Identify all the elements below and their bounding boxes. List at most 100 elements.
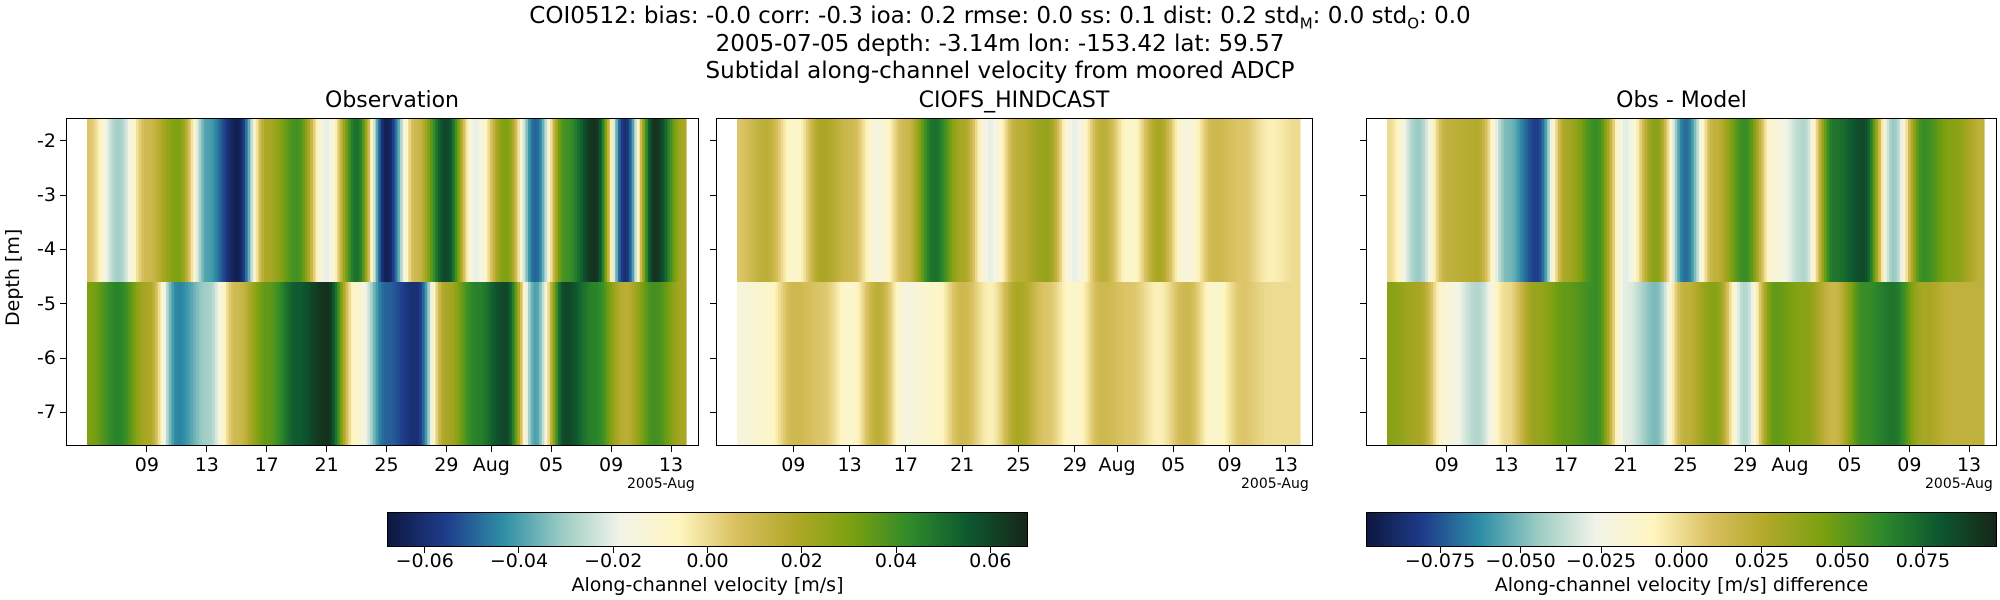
heatmap-cell-difference-lower-217 bbox=[1975, 282, 1980, 445]
heatmap-cell-difference-lower-105 bbox=[1671, 282, 1676, 445]
heatmap-cell-difference-upper-34 bbox=[1479, 119, 1483, 282]
heatmap-cell-observation-upper-28 bbox=[163, 119, 167, 282]
x-tick-label-difference: 13 bbox=[1956, 454, 1982, 476]
heatmap-cell-observation-upper-123 bbox=[421, 119, 426, 282]
heatmap-cell-observation-upper-58 bbox=[244, 119, 249, 282]
heatmap-cell-difference-upper-108 bbox=[1680, 119, 1684, 282]
heatmap-cell-model-lower-61 bbox=[893, 282, 897, 445]
heatmap-cell-difference-upper-7 bbox=[1406, 119, 1410, 282]
heatmap-cell-observation-lower-10 bbox=[114, 282, 118, 445]
heatmap-cell-model-lower-31 bbox=[816, 282, 820, 445]
heatmap-cell-model-upper-40 bbox=[839, 119, 843, 282]
heatmap-cell-difference-lower-44 bbox=[1506, 282, 1510, 445]
heatmap-cell-difference-lower-171 bbox=[1851, 282, 1855, 445]
heatmap-cell-difference-upper-41 bbox=[1498, 119, 1502, 282]
heatmap-cell-difference-lower-155 bbox=[1807, 282, 1811, 445]
y-tickmark-observation bbox=[60, 411, 66, 413]
heatmap-cell-difference-lower-192 bbox=[1908, 282, 1912, 445]
heatmap-cell-model-lower-135 bbox=[1082, 282, 1086, 445]
heatmap-cell-model-lower-34 bbox=[824, 282, 828, 445]
heatmap-cell-difference-upper-97 bbox=[1650, 119, 1654, 282]
heatmap-cell-observation-lower-185 bbox=[590, 282, 595, 445]
heatmap-cell-difference-lower-37 bbox=[1487, 282, 1491, 445]
heatmap-cell-model-upper-37 bbox=[831, 119, 835, 282]
heatmap-cell-observation-lower-173 bbox=[558, 282, 562, 445]
heatmap-cell-model-lower-5 bbox=[749, 282, 753, 445]
heatmap-cell-model-lower-114 bbox=[1028, 282, 1032, 445]
heatmap-cell-difference-lower-50 bbox=[1522, 282, 1526, 445]
heatmap-cell-difference-upper-129 bbox=[1737, 119, 1741, 282]
heatmap-cell-model-lower-52 bbox=[870, 282, 874, 445]
x-offset-label-difference: 2005-Aug bbox=[1925, 476, 1993, 492]
heatmap-cell-model-upper-162 bbox=[1151, 119, 1155, 282]
heatmap-cell-model-upper-103 bbox=[1000, 119, 1004, 282]
heatmap-cell-observation-lower-50 bbox=[223, 282, 227, 445]
stats-text: COI0512: bias: -0.0 corr: -0.3 ioa: 0.2 … bbox=[529, 3, 1300, 29]
heatmap-cell-difference-upper-79 bbox=[1601, 119, 1605, 282]
heatmap-cell-difference-lower-65 bbox=[1563, 282, 1567, 445]
heatmap-cell-observation-upper-188 bbox=[598, 119, 603, 282]
heatmap-cell-difference-lower-150 bbox=[1794, 282, 1798, 445]
heatmap-cell-model-upper-97 bbox=[985, 119, 989, 282]
heatmap-cell-observation-lower-155 bbox=[509, 282, 513, 445]
heatmap-cell-observation-upper-77 bbox=[296, 119, 300, 282]
heatmap-cell-model-lower-217 bbox=[1292, 282, 1296, 445]
heatmap-cell-difference-lower-124 bbox=[1723, 282, 1727, 445]
heatmap-cell-model-lower-83 bbox=[949, 282, 953, 445]
colorbar-tick-label: −0.02 bbox=[584, 550, 643, 572]
heatmap-cell-model-upper-62 bbox=[895, 119, 899, 282]
heatmap-cell-difference-upper-36 bbox=[1484, 119, 1488, 282]
heatmap-cell-model-lower-190 bbox=[1223, 282, 1227, 445]
heatmap-cell-model-upper-188 bbox=[1218, 119, 1222, 282]
heatmap-cell-difference-lower-78 bbox=[1598, 282, 1602, 445]
colorbar-tickmark bbox=[1922, 547, 1924, 553]
heatmap-cell-model-upper-164 bbox=[1156, 119, 1160, 282]
heatmap-cell-model-upper-87 bbox=[959, 119, 963, 282]
heatmap-cell-model-lower-76 bbox=[931, 282, 935, 445]
heatmap-cell-difference-lower-184 bbox=[1886, 282, 1890, 445]
heatmap-cell-difference-upper-17 bbox=[1433, 119, 1437, 282]
heatmap-cell-observation-upper-42 bbox=[201, 119, 205, 282]
heatmap-cell-observation-lower-58 bbox=[244, 282, 249, 445]
heatmap-cell-difference-lower-219 bbox=[1981, 282, 1985, 445]
heatmap-cell-difference-upper-40 bbox=[1495, 119, 1499, 282]
x-tickmark-model bbox=[849, 446, 851, 452]
heatmap-cell-difference-lower-147 bbox=[1785, 282, 1790, 445]
heatmap-cell-difference-upper-63 bbox=[1557, 119, 1562, 282]
heatmap-cell-difference-lower-218 bbox=[1978, 282, 1982, 445]
heatmap-cell-model-upper-140 bbox=[1095, 119, 1099, 282]
heatmap-cell-difference-lower-35 bbox=[1481, 282, 1486, 445]
heatmap-cell-observation-upper-187 bbox=[596, 119, 600, 282]
heatmap-cell-model-lower-144 bbox=[1105, 282, 1109, 445]
heatmap-cell-model-upper-172 bbox=[1177, 119, 1181, 282]
heatmap-cell-model-lower-4 bbox=[747, 282, 751, 445]
colorbar-tickmark bbox=[707, 547, 708, 553]
heatmap-cell-observation-lower-178 bbox=[571, 282, 575, 445]
heatmap-cell-difference-upper-1 bbox=[1389, 119, 1394, 282]
heatmap-cell-model-lower-55 bbox=[877, 282, 881, 445]
heatmap-cell-difference-lower-189 bbox=[1899, 282, 1904, 445]
heatmap-cell-observation-upper-151 bbox=[498, 119, 502, 282]
heatmap-cell-difference-lower-66 bbox=[1566, 282, 1570, 445]
heatmap-cell-model-upper-121 bbox=[1046, 119, 1050, 282]
heatmap-cell-model-upper-124 bbox=[1054, 119, 1058, 282]
heatmap-cell-difference-lower-39 bbox=[1492, 282, 1497, 445]
heatmap-cell-model-lower-90 bbox=[967, 282, 971, 445]
heatmap-cell-observation-lower-116 bbox=[402, 282, 407, 445]
heatmap-cell-difference-lower-89 bbox=[1628, 282, 1632, 445]
heatmap-cell-difference-lower-198 bbox=[1924, 282, 1928, 445]
heatmap-cell-observation-lower-29 bbox=[165, 282, 170, 445]
heatmap-cell-model-lower-71 bbox=[918, 282, 922, 445]
heatmap-cell-difference-upper-25 bbox=[1454, 119, 1459, 282]
heatmap-cell-model-upper-213 bbox=[1282, 119, 1286, 282]
heatmap-cell-model-lower-60 bbox=[890, 282, 894, 445]
heatmap-cell-observation-lower-74 bbox=[288, 282, 292, 445]
heatmap-cell-model-upper-159 bbox=[1143, 119, 1148, 282]
heatmap-cell-observation-upper-217 bbox=[677, 119, 682, 282]
heatmap-cell-difference-upper-206 bbox=[1946, 119, 1950, 282]
y-tickmark-model bbox=[710, 303, 716, 305]
heatmap-cell-difference-lower-114 bbox=[1696, 282, 1700, 445]
heatmap-cell-model-upper-107 bbox=[1010, 119, 1014, 282]
panel-title-model: CIOFS_HINDCAST bbox=[918, 88, 1110, 113]
colorbar-tickmark bbox=[518, 547, 520, 553]
